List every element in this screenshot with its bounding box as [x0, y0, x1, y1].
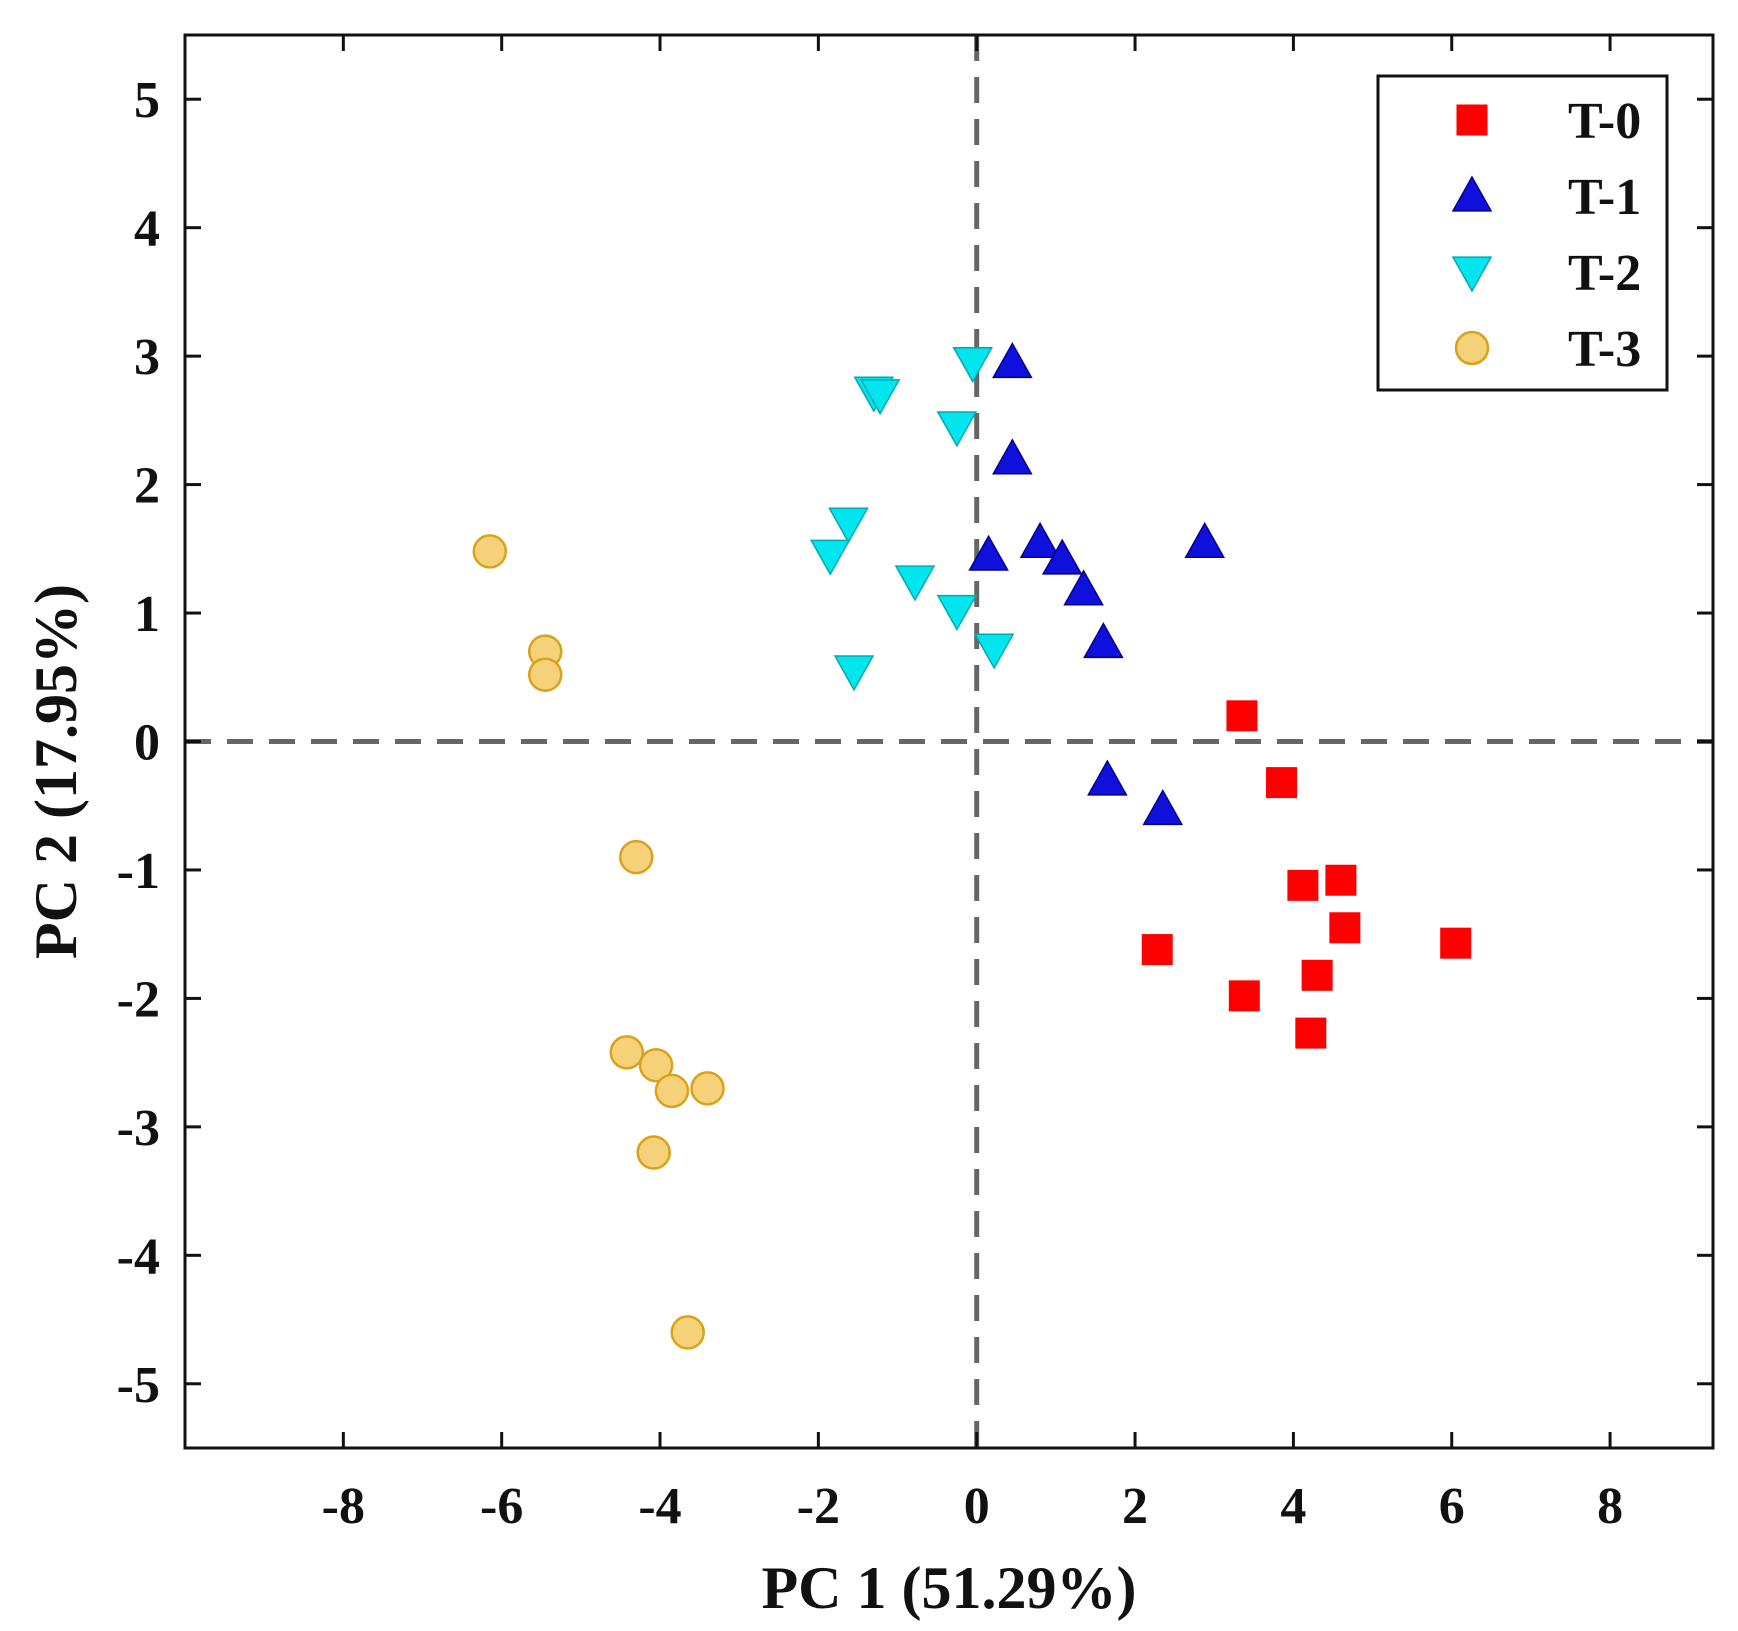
y-tick-label: 3 [134, 329, 160, 386]
legend-label-T-0: T-0 [1568, 93, 1641, 150]
data-point-T-1 [1142, 789, 1184, 826]
y-tick-label: 1 [134, 586, 160, 643]
series-T-1 [968, 342, 1226, 826]
data-point-T-0 [1301, 959, 1333, 991]
data-point-T-2 [894, 565, 936, 602]
y-tick-label: 2 [134, 458, 160, 515]
x-tick-label: -2 [797, 1478, 840, 1535]
legend-marker-T-3 [1454, 330, 1490, 366]
x-tick-label: -4 [638, 1478, 681, 1535]
data-point-T-3 [654, 1073, 690, 1109]
data-point-T-3 [670, 1315, 705, 1350]
data-point-T-2 [973, 633, 1015, 670]
x-tick-label: 2 [1122, 1478, 1148, 1535]
data-point-T-1 [1041, 538, 1083, 575]
data-point-T-2 [828, 507, 869, 544]
data-point-T-1 [1087, 759, 1128, 796]
legend-label-T-2: T-2 [1568, 245, 1641, 302]
y-tick-label: -3 [117, 1100, 160, 1157]
series-T-2 [809, 346, 1015, 692]
data-point-T-2 [833, 655, 875, 692]
data-point-T-0 [1287, 869, 1319, 901]
data-point-T-1 [1019, 521, 1061, 558]
y-tick-label: 4 [134, 201, 160, 258]
legend-box [1376, 74, 1669, 392]
legend-item-T-3: T-3 [1454, 321, 1641, 378]
data-point-T-0 [1295, 1017, 1327, 1049]
data-point-T-0 [1440, 927, 1472, 959]
data-point-T-1 [1083, 622, 1124, 659]
data-point-T-1 [992, 438, 1033, 475]
legend: T-0 T-1 T-2 T-3 [1376, 74, 1669, 392]
data-point-T-3 [609, 1035, 645, 1070]
reference-lines [185, 35, 1713, 1448]
data-point-T-3 [527, 657, 563, 692]
legend-item-T-2: T-2 [1451, 245, 1641, 302]
data-point-T-0 [1141, 934, 1173, 966]
data-point-T-2 [936, 411, 978, 448]
data-point-T-0 [1228, 980, 1260, 1012]
data-point-T-3 [636, 1135, 671, 1170]
data-point-T-3 [472, 534, 508, 569]
data-point-T-1 [1184, 521, 1226, 558]
series-T-0 [1141, 700, 1472, 1049]
legend-label-T-3: T-3 [1568, 321, 1641, 378]
y-axis-title: PC 2 (17.95%) [23, 584, 89, 959]
x-tick-label: 6 [1439, 1478, 1465, 1535]
y-tick-label: -1 [117, 843, 160, 900]
y-tick-label: 5 [134, 72, 160, 129]
x-tick-label: 8 [1597, 1478, 1623, 1535]
x-axis-title: PC 1 (51.29%) [762, 1555, 1137, 1621]
data-point-T-2 [936, 594, 978, 632]
x-tick-label: -8 [322, 1478, 365, 1535]
data-point-T-0 [1226, 700, 1258, 732]
y-tick-label: -4 [117, 1228, 160, 1285]
series-T-3 [472, 534, 725, 1350]
data-point-T-1 [1063, 569, 1104, 606]
legend-item-T-0: T-0 [1456, 93, 1641, 150]
data-point-T-0 [1266, 767, 1298, 799]
legend-label-T-1: T-1 [1568, 169, 1641, 226]
data-point-T-1 [968, 534, 1009, 571]
data-point-T-2 [859, 379, 901, 416]
legend-marker-T-1 [1451, 175, 1493, 212]
data-point-T-3 [638, 1047, 674, 1083]
x-tick-label: -6 [480, 1478, 523, 1535]
data-point-T-2 [809, 539, 851, 576]
data-point-T-3 [619, 839, 654, 875]
legend-marker-T-2 [1451, 256, 1493, 293]
data-point-T-1 [992, 342, 1033, 379]
y-tick-label: 0 [134, 715, 160, 772]
data-point-T-2 [952, 346, 994, 384]
data-point-T-0 [1329, 912, 1361, 944]
y-tick-label: -5 [117, 1357, 160, 1414]
y-tick-label: -2 [117, 971, 160, 1028]
data-point-T-0 [1325, 864, 1357, 896]
legend-marker-T-0 [1456, 104, 1488, 136]
legend-item-T-1: T-1 [1451, 169, 1641, 226]
data-point-T-3 [690, 1071, 725, 1106]
x-tick-label: 4 [1280, 1478, 1306, 1535]
axis-ticks: -8 -6 -4 -2 0 2 4 6 8 -5 -4 -3 -2 -1 0 1 2 3 4 5 [117, 35, 1713, 1535]
data-points [472, 342, 1472, 1350]
x-tick-label: 0 [964, 1478, 990, 1535]
